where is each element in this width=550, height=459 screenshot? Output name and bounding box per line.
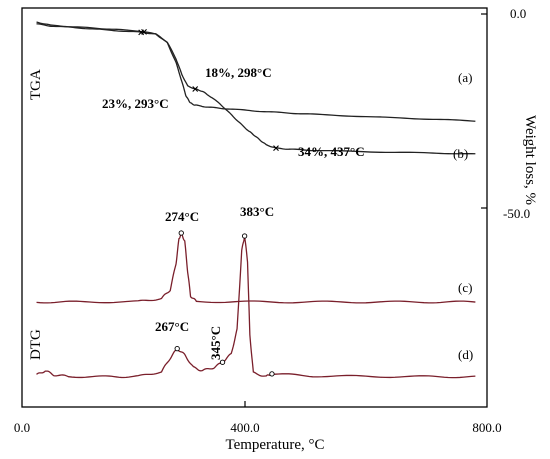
x-tick-label-400: 400.0 [230, 420, 259, 435]
annot-23pct: 23%, 293°C [102, 96, 169, 111]
series-line-b [36, 23, 476, 155]
annotation-marker-6 [219, 359, 226, 365]
annot-383: 383°C [240, 204, 274, 219]
curve-label-c: (c) [458, 280, 472, 295]
onset-marker-1 [138, 29, 145, 36]
series-line-d [36, 236, 476, 379]
x-axis-title: Temperature, °C [225, 437, 324, 453]
series-line-a [36, 21, 476, 122]
y-tick-label-0: 0.0 [510, 6, 526, 21]
series-line-c [36, 230, 476, 304]
annot-345: 345°C [208, 326, 223, 360]
curve-label-b: (b) [453, 146, 468, 161]
x-tick-label-0: 0.0 [14, 420, 30, 435]
x-tick-label-800: 800.0 [472, 420, 501, 435]
series-layer [36, 21, 476, 379]
annot-267: 267°C [155, 319, 189, 334]
annotation-marker-0 [192, 86, 199, 92]
annotation-marker-3 [178, 230, 184, 236]
annotation-marker-5 [174, 345, 180, 352]
annot-18pct: 18%, 298°C [205, 65, 272, 80]
y-axis-title: Weight loss, % [522, 115, 538, 205]
panel-label-tga: TGA [28, 69, 44, 100]
y-tick-label-minus50: -50.0 [503, 206, 530, 221]
panel-label-dtg: DTG [28, 329, 44, 360]
annot-274: 274°C [165, 209, 199, 224]
annotation-marker-2 [273, 145, 279, 151]
dtg-d-end-marker [269, 371, 275, 377]
annotation-marker-4 [241, 233, 248, 239]
curve-label-d: (d) [458, 347, 473, 362]
curve-label-a: (a) [458, 70, 472, 85]
annot-34pct: 34%, 437°C [298, 144, 365, 159]
